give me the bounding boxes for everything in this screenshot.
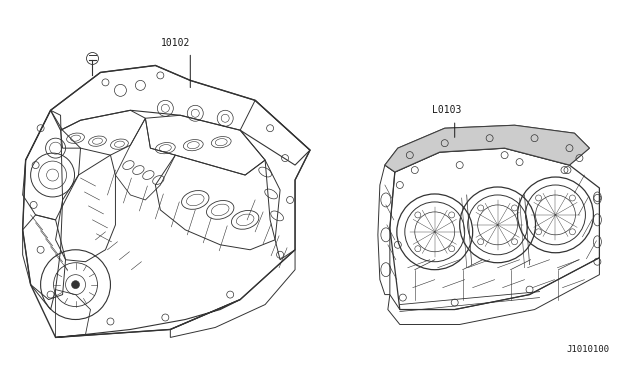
Circle shape — [72, 280, 79, 289]
Polygon shape — [385, 125, 589, 172]
Text: L0103: L0103 — [432, 105, 461, 115]
Text: J1010100: J1010100 — [566, 345, 609, 355]
Text: 10102: 10102 — [161, 38, 190, 48]
